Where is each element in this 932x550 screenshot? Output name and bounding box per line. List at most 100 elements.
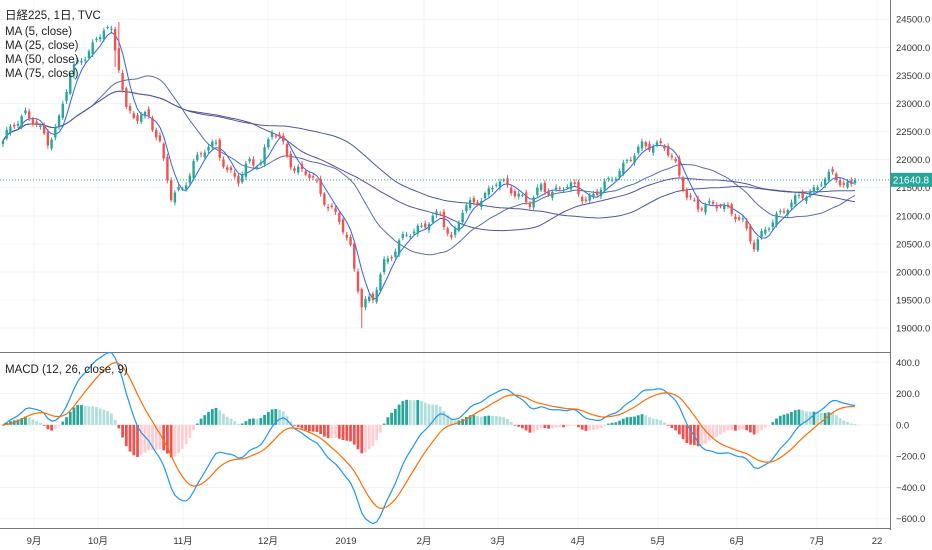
histogram-bar xyxy=(218,410,222,425)
histogram-bar xyxy=(300,424,304,429)
histogram-bar xyxy=(715,424,719,437)
candle-body xyxy=(240,174,244,183)
candle-body xyxy=(401,234,405,238)
histogram-bar xyxy=(528,424,532,433)
candle-body xyxy=(158,135,162,141)
candle-body xyxy=(453,228,457,235)
candle-body xyxy=(794,195,797,205)
price-tick-label: 24500.0 xyxy=(896,15,930,26)
candle-body xyxy=(767,228,771,230)
legend-symbol[interactable]: 日経225, 1日, TVC xyxy=(5,9,101,22)
histogram-bar xyxy=(151,424,154,451)
histogram-bar xyxy=(184,424,188,445)
candle-body xyxy=(42,125,46,134)
candle-body xyxy=(749,225,752,242)
histogram-bar xyxy=(446,415,450,425)
histogram-bar xyxy=(1,424,5,426)
macd-histogram xyxy=(1,399,857,458)
candle-body xyxy=(255,167,259,169)
histogram-bar xyxy=(468,415,472,425)
histogram-bar xyxy=(113,420,117,425)
candle-body xyxy=(685,190,689,198)
candle-body xyxy=(27,111,31,119)
histogram-bar xyxy=(192,424,195,431)
macd-tick-label: −600.0 xyxy=(896,514,925,525)
candle-body xyxy=(756,239,760,251)
histogram-bar xyxy=(24,416,27,425)
histogram-bar xyxy=(722,424,726,433)
candle-body xyxy=(102,30,106,40)
candle-body xyxy=(521,195,524,197)
candle-body xyxy=(270,132,274,137)
histogram-bar xyxy=(506,418,509,425)
candle-body xyxy=(588,194,591,201)
histogram-bar xyxy=(689,424,692,445)
candle-body xyxy=(599,189,603,197)
candle-body xyxy=(752,242,756,250)
candle-body xyxy=(808,192,812,197)
histogram-bar xyxy=(95,407,98,425)
candle-body xyxy=(349,236,352,246)
candle-body xyxy=(274,135,277,137)
candle-body xyxy=(495,184,498,186)
candle-body xyxy=(315,180,319,182)
legend-ma75[interactable]: MA (75, close) xyxy=(5,68,79,80)
histogram-bar xyxy=(606,423,610,425)
candle-body xyxy=(5,129,8,139)
histogram-bar xyxy=(435,404,438,425)
candle-body xyxy=(304,171,307,175)
histogram-bar xyxy=(438,406,442,425)
histogram-bar xyxy=(603,424,607,426)
histogram-bar xyxy=(763,424,767,428)
histogram-bar xyxy=(266,411,270,425)
histogram-bar xyxy=(595,424,599,430)
candle-body xyxy=(715,205,718,209)
macd-lines xyxy=(2,351,856,525)
candle-body xyxy=(196,154,199,161)
macd-tick-label: −400.0 xyxy=(896,483,925,494)
histogram-bar xyxy=(479,416,483,425)
histogram-bar xyxy=(270,409,274,425)
histogram-bar xyxy=(562,424,565,428)
candle-body xyxy=(244,163,248,177)
legend-ma50[interactable]: MA (50, close) xyxy=(5,54,79,66)
histogram-bar xyxy=(633,416,636,425)
histogram-bar xyxy=(614,422,618,425)
histogram-bar xyxy=(237,423,240,425)
legend-ma5[interactable]: MA (5, close) xyxy=(5,26,72,38)
candle-body xyxy=(446,228,449,234)
candle-body xyxy=(147,109,150,116)
price-tick-label: 19500.0 xyxy=(896,296,930,307)
histogram-bar xyxy=(610,422,614,425)
histogram-bar xyxy=(356,424,360,450)
histogram-bar xyxy=(408,400,412,425)
candle-body xyxy=(670,155,674,158)
legend-ma25[interactable]: MA (25, close) xyxy=(5,40,79,52)
candle-body xyxy=(457,222,461,231)
candle-body xyxy=(69,74,72,94)
candle-body xyxy=(554,187,558,190)
histogram-bar xyxy=(767,424,771,426)
histogram-bar xyxy=(371,424,375,446)
candle-body xyxy=(57,115,61,128)
histogram-bar xyxy=(782,414,786,425)
histogram-bar xyxy=(379,424,382,433)
histogram-bar xyxy=(349,424,352,442)
candle-body xyxy=(476,202,479,205)
histogram-bar xyxy=(293,424,296,426)
candle-body xyxy=(483,193,487,199)
histogram-bar xyxy=(274,409,278,425)
histogram-bar xyxy=(199,418,203,425)
candle-body xyxy=(543,183,547,192)
histogram-bar xyxy=(128,424,132,452)
candle-body xyxy=(640,141,644,149)
histogram-bar xyxy=(760,424,763,431)
histogram-bar xyxy=(681,424,685,440)
price-tick-label: 22500.0 xyxy=(896,127,930,138)
legend-macd[interactable]: MACD (12, 26, close, 9) xyxy=(5,364,128,376)
histogram-bar xyxy=(509,422,513,425)
histogram-bar xyxy=(648,417,651,425)
histogram-bar xyxy=(345,424,349,441)
candle-body xyxy=(607,178,610,180)
candle-body xyxy=(390,257,393,259)
